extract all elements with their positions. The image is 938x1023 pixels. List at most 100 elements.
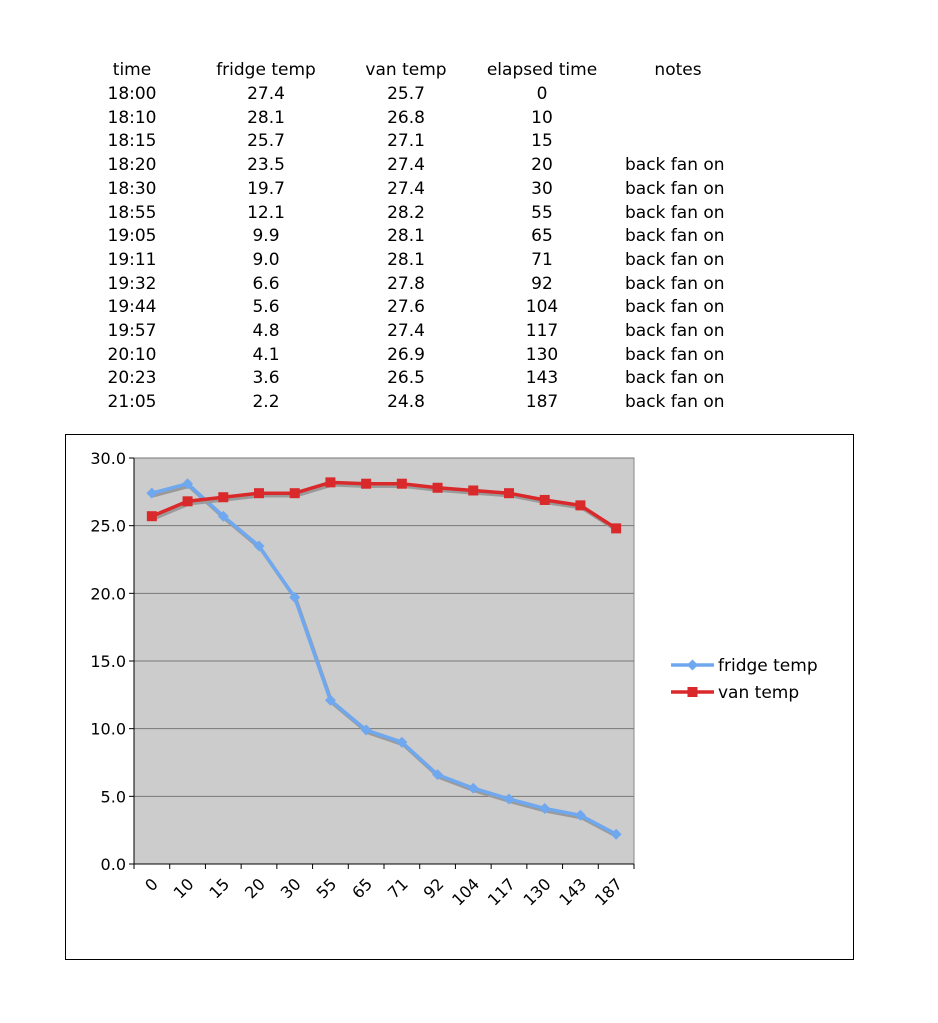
x-tick-label: 143 [555,874,590,909]
van-temp-point [575,500,586,511]
notes-cell: back fan on [625,202,725,223]
notes-cell: back fan on [625,155,725,176]
time-cell: 20:23 [107,368,157,389]
van-temp-cell: 27.4 [387,321,425,341]
fridge-temp-point [146,487,158,499]
time-cell: 18:30 [107,178,157,199]
fridge-temp-cell: 23.5 [247,155,285,176]
van-temp-point [611,523,622,534]
chart-frame: 0.0 5.0 10.0 15.0 20.0 25.0 30.0 0 10 15 20 30 55 65 7… [65,434,854,960]
x-tick-label: 130 [520,874,555,909]
y-tick-label: 10.0 [90,720,126,739]
fridge-temp-cell: 19.7 [247,178,285,199]
fridge-temp-point [467,782,479,794]
time-cell: 19:05 [107,226,157,247]
legend-van-temp-marker [687,687,698,697]
van-temp-point [468,485,479,496]
elapsed-time-cell: 10 [531,107,553,128]
van-temp-cell: 26.9 [387,344,425,365]
fridge-temp-point [217,510,229,522]
notes-cell: back fan on [625,178,725,199]
notes-cell: back fan on [625,273,725,294]
x-tick-label: 92 [420,874,448,902]
fridge-temp-line [151,481,617,836]
van-temp-point [432,482,443,493]
elapsed-time-cell: 15 [531,131,553,152]
time-cell: 19:32 [107,273,157,294]
time-header: time [112,60,152,80]
elapsed-time-cell: 71 [531,249,553,270]
fridge-temp-point [182,478,194,490]
time-cell: 18:00 [107,84,157,104]
elapsed-time-cell: 0 [536,84,548,104]
notes-cell: back fan on [625,226,725,247]
notes-cell: back fan on [625,392,725,413]
y-tick-label: 30.0 [90,449,126,468]
fridge-temp-cell: 4.1 [252,344,280,365]
elapsed-time-cell: 187 [525,392,559,413]
x-tick-label: 65 [348,874,376,902]
elapsed-time-cell: 92 [531,273,553,294]
van-temp-point [182,496,193,507]
fridge-temp-point [610,828,622,840]
van-temp-point [325,477,336,488]
time-cell: 18:10 [107,107,157,128]
van-temp-point [146,511,157,522]
elapsed-time-cell: 55 [531,202,553,223]
elapsed-time-cell: 20 [531,155,553,176]
time-cell: 18:15 [107,131,157,152]
notes-cell: back fan on [625,344,725,365]
van-temp-cell: 27.4 [387,155,425,176]
van-temp-point [254,488,264,499]
van-temp-cell: 27.1 [387,131,425,152]
line-chart: 0.0 5.0 10.0 15.0 20.0 25.0 30.0 0 10 15 20 30 55 65 7… [90,449,817,909]
x-tick-label: 20 [241,874,269,902]
van-temp-cell: 27.6 [387,297,425,318]
fridge-temp-point [539,803,551,815]
van-temp-point [289,488,300,499]
notes-cell: back fan on [625,249,725,270]
notes-cell: back fan on [625,368,725,389]
fridge-temp-header: fridge temp [216,60,316,80]
elapsed-time-cell: 65 [531,226,553,247]
fridge-temp-point [289,591,301,603]
van-temp-cell: 27.4 [387,178,425,199]
elapsed-time-header: elapsed time [486,60,598,80]
fridge-temp-point [432,769,444,781]
notes-header: notes [654,60,702,80]
legend-van-temp-label: van temp [718,683,799,703]
van-temp-point [361,478,372,489]
notes-cell: back fan on [625,321,725,341]
van-temp-cell: 26.5 [387,368,425,389]
fridge-temp-cell: 28.1 [247,107,285,128]
y-tick-label: 5.0 [101,787,126,806]
time-cell: 20:10 [107,344,157,365]
fridge-temp-point [324,694,336,706]
x-tick-label: 117 [484,874,519,909]
fridge-temp-point [253,540,265,552]
time-cell: 18:55 [107,202,157,223]
fridge-temp-cell: 2.2 [252,392,280,413]
y-tick-label: 0.0 [101,855,126,874]
elapsed-time-cell: 143 [525,368,559,389]
fridge-temp-cell: 9.9 [252,226,280,247]
y-tick-label: 25.0 [90,517,126,536]
fridge-temp-cell: 6.6 [252,273,280,294]
fridge-temp-point [360,724,372,736]
x-tick-label: 104 [448,874,483,909]
x-tick-label: 187 [591,874,626,909]
van-temp-line [151,480,618,530]
van-temp-point [218,492,229,503]
y-tick-label: 20.0 [90,584,126,603]
x-tick-label: 0 [141,874,162,895]
x-tick-label: 55 [312,874,340,902]
fridge-temp-point [396,736,408,748]
x-tick-label: 71 [384,874,412,902]
x-tick-label: 15 [205,874,233,902]
van-temp-header: van temp [365,60,447,80]
x-tick-label: 30 [277,874,305,902]
time-cell: 21:05 [107,392,157,413]
elapsed-time-cell: 117 [525,321,559,341]
van-temp-point [396,478,407,489]
fridge-temp-cell: 27.4 [247,84,285,104]
